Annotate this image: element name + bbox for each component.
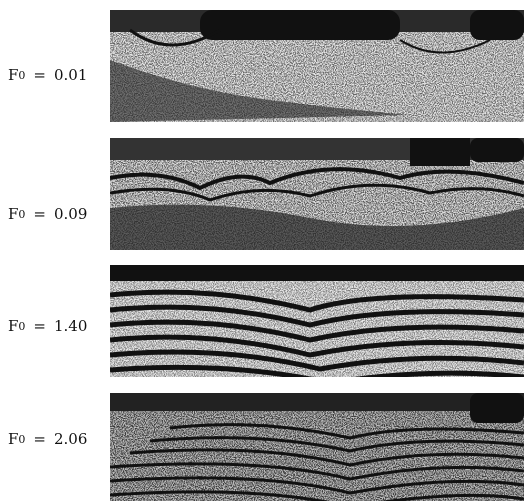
label-part: 1.40 <box>54 317 87 335</box>
label-part: = <box>33 205 46 223</box>
label-part: 0 <box>18 320 25 333</box>
label-part: F <box>8 205 18 223</box>
panel-label: F0 = 2.06 <box>8 430 87 448</box>
figure: F0=0.01 F0=0.09 F0=1.40 F0=2. <box>0 0 524 501</box>
photo-panel <box>110 265 524 383</box>
label-part: 0 <box>18 208 25 221</box>
label-part: 2.06 <box>54 430 87 448</box>
label-part: = <box>33 66 46 84</box>
label-part: F <box>8 66 18 84</box>
photo-panel <box>110 393 524 501</box>
photo-panel <box>110 10 524 122</box>
label-part: F <box>8 317 18 335</box>
label-part: = <box>33 430 46 448</box>
panel-label: F0 = 1.40 <box>8 317 87 335</box>
page: F0=0.01 F0=0.09 F0=1.40 F0=2. <box>0 0 524 501</box>
label-part: = <box>33 317 46 335</box>
label-part: 0 <box>18 433 25 446</box>
label-part: 0.09 <box>54 205 87 223</box>
label-part: 0.01 <box>54 66 87 84</box>
photo-panel <box>110 138 524 250</box>
label-part: 0 <box>18 69 25 82</box>
panel-label: F0 = 0.09 <box>8 205 87 223</box>
label-part: F <box>8 430 18 448</box>
panel-label: F0 = 0.01 <box>8 66 87 84</box>
